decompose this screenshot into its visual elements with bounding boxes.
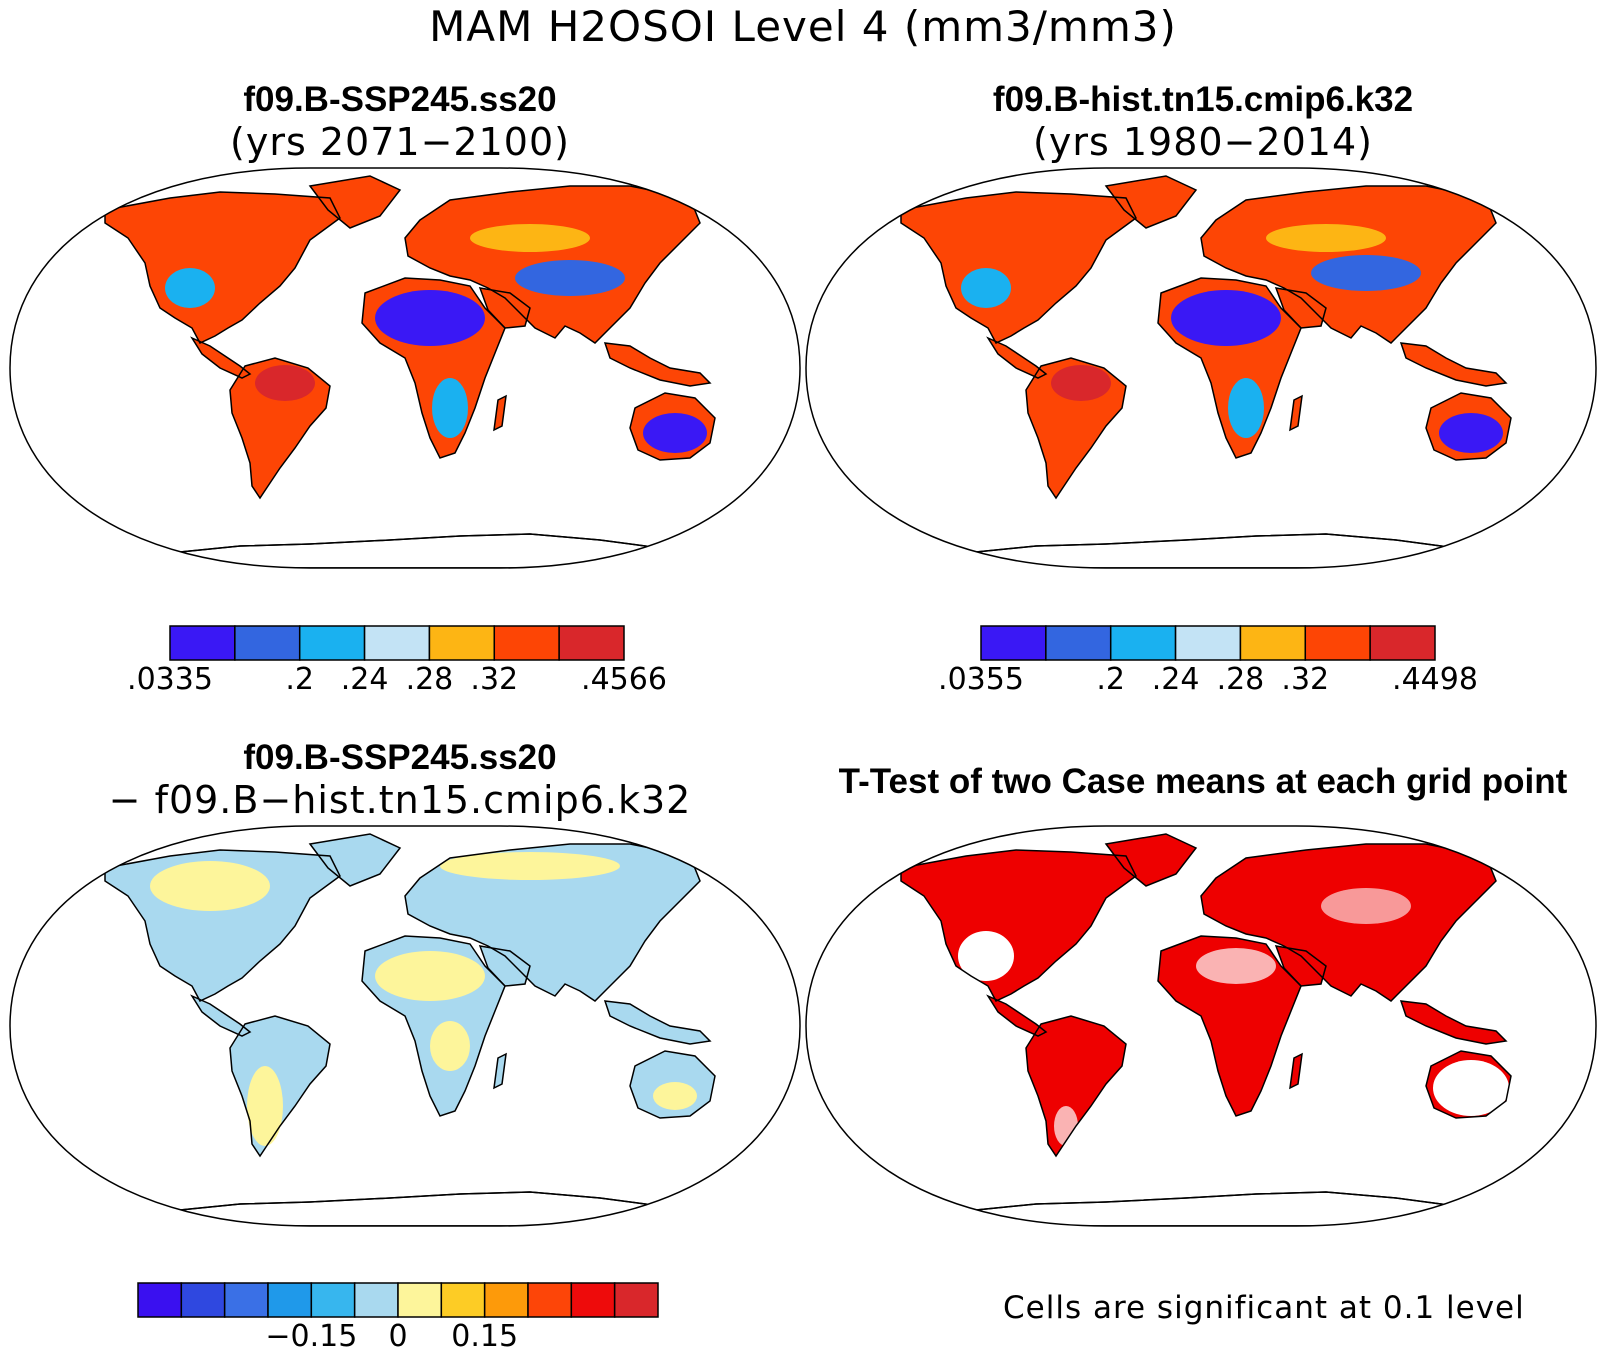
colorbar-1-swatch-2 <box>298 625 366 661</box>
colorbar-1 <box>169 625 625 661</box>
colorbar-3-swatch-4 <box>310 1282 356 1318</box>
colorbar-2-swatch-5 <box>1304 625 1371 661</box>
colorbar-2-tick-label: .4498 <box>1392 662 1478 697</box>
colorbar-3-swatch-5 <box>353 1282 399 1318</box>
panel-1-map-border <box>9 167 801 569</box>
colorbar-3-swatch-3 <box>267 1282 313 1318</box>
colorbar-3 <box>137 1282 659 1318</box>
panel-2-antarctica <box>965 533 1507 568</box>
colorbar-2-swatch-2 <box>1109 625 1177 661</box>
panel-3-positive-australia <box>653 1082 697 1110</box>
colorbar-2-swatch-0 <box>980 625 1047 661</box>
colorbar-3-tick-label: 0 <box>388 1319 408 1354</box>
colorbar-1-swatch-6 <box>558 625 625 661</box>
panel-1-title: f09.B-SSP245.ss20 (yrs 2071−2100) <box>0 80 800 164</box>
panel-1-antarctica <box>169 533 711 568</box>
significance-note: Cells are significant at 0.1 level <box>1003 1290 1525 1326</box>
colorbar-1-tick-label: .0335 <box>127 662 213 697</box>
panel-3-title: f09.B-SSP245.ss20 − f09.B−hist.tn15.cmip… <box>0 738 800 822</box>
panel-1-mid-region <box>165 268 215 308</box>
panel-1-dry-region-asia <box>515 260 625 296</box>
panel-4-not-significant-sahara <box>1196 948 1276 984</box>
colorbar-3-swatch-1 <box>180 1282 226 1318</box>
colorbar-2-tick-label: .0355 <box>938 662 1024 697</box>
colorbar-2-swatch-6 <box>1369 625 1436 661</box>
panel-2-dry-australia <box>1439 413 1503 453</box>
panel-3-positive-south-america <box>247 1066 283 1146</box>
colorbar-2-swatch-4 <box>1239 625 1307 661</box>
panel-4-map <box>805 825 1597 1227</box>
panel-3-map-border <box>9 825 801 1227</box>
colorbar-1-tick-label: .32 <box>470 662 519 697</box>
panel-1-wet-region <box>255 365 315 401</box>
panel-1-case-name: f09.B-SSP245.ss20 <box>243 80 557 119</box>
panel-2-dry-region <box>1171 290 1281 346</box>
panel-1-mid-region-africa <box>432 378 468 438</box>
colorbar-3-swatch-6 <box>397 1282 443 1318</box>
panel-4-not-significant-asia <box>1321 888 1411 924</box>
panel-2-years: (yrs 1980−2014) <box>1033 120 1373 164</box>
panel-2-mid-region-africa <box>1228 378 1264 438</box>
colorbar-3-swatch-8 <box>483 1282 529 1318</box>
colorbar-1-swatch-5 <box>493 625 560 661</box>
panel-4-test-name: T-Test of two Case means at each grid po… <box>838 762 1568 801</box>
colorbar-1-tick-label: .4566 <box>581 662 667 697</box>
panel-1-mid-region-eurasia <box>470 224 590 252</box>
panel-1-dry-australia <box>643 413 707 453</box>
panel-2-wet-region <box>1051 365 1111 401</box>
colorbar-1-swatch-1 <box>234 625 301 661</box>
panel-3-case-name: f09.B-SSP245.ss20 <box>243 738 557 777</box>
panel-2-map <box>805 167 1597 569</box>
panel-2-mid-region <box>961 268 1011 308</box>
colorbar-2-tick-label: .28 <box>1216 662 1265 697</box>
figure-title: MAM H2OSOI Level 4 (mm3/mm3) <box>429 2 1177 51</box>
panel-3-map <box>9 825 801 1227</box>
panel-2-map-border <box>805 167 1597 569</box>
panel-2-dry-region-asia <box>1311 255 1421 291</box>
colorbar-1-swatch-0 <box>169 625 236 661</box>
colorbar-1-tick-label: .2 <box>285 662 315 697</box>
panel-4-map-border <box>805 825 1597 1227</box>
panel-2-mid-region-eurasia <box>1266 224 1386 252</box>
colorbar-2-tick-label: .32 <box>1281 662 1330 697</box>
colorbar-3-tick-label: −0.15 <box>265 1319 358 1354</box>
colorbar-2-swatch-3 <box>1174 625 1242 661</box>
colorbar-1-swatch-3 <box>363 625 431 661</box>
colorbar-2 <box>980 625 1436 661</box>
colorbar-1-swatch-4 <box>428 625 496 661</box>
colorbar-3-swatch-11 <box>613 1282 659 1318</box>
panel-3-subtraction: − f09.B−hist.tn15.cmip6.k32 <box>108 778 692 822</box>
colorbar-1-tick-label: .24 <box>340 662 389 697</box>
colorbar-3-swatch-7 <box>440 1282 486 1318</box>
colorbar-2-tick-label: .2 <box>1096 662 1126 697</box>
colorbar-1-tick-label: .28 <box>405 662 454 697</box>
colorbar-2-tick-label: .24 <box>1151 662 1200 697</box>
colorbar-3-tick-label: 0.15 <box>451 1319 519 1354</box>
colorbar-2-swatch-1 <box>1045 625 1112 661</box>
panel-4-not-significant-sa <box>1054 1106 1078 1146</box>
colorbar-3-swatch-2 <box>223 1282 269 1318</box>
panel-2-case-name: f09.B-hist.tn15.cmip6.k32 <box>992 80 1414 119</box>
panel-1-years: (yrs 2071−2100) <box>230 120 570 164</box>
panel-3-positive-sahara <box>375 951 485 1001</box>
panel-4-title: T-Test of two Case means at each grid po… <box>800 762 1606 802</box>
panel-3-positive-north-america <box>150 861 270 911</box>
panel-3-positive-africa <box>430 1021 470 1071</box>
panel-3-antarctica <box>169 1191 711 1226</box>
panel-4-not-significant-na <box>958 931 1014 981</box>
colorbar-3-swatch-10 <box>570 1282 616 1318</box>
panel-4-antarctica <box>965 1191 1507 1226</box>
panel-3-positive-siberia <box>440 852 620 880</box>
panel-4-not-significant-australia <box>1433 1060 1509 1116</box>
panel-2-title: f09.B-hist.tn15.cmip6.k32 (yrs 1980−2014… <box>800 80 1606 164</box>
colorbar-3-swatch-9 <box>527 1282 573 1318</box>
panel-1-map <box>9 167 801 569</box>
colorbar-3-swatch-0 <box>137 1282 183 1318</box>
panel-1-dry-region <box>375 290 485 346</box>
